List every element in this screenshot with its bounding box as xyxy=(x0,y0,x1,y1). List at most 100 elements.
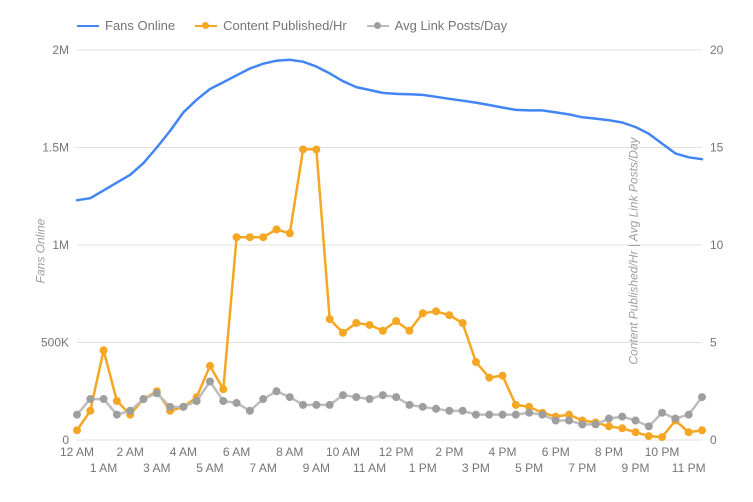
legend-label: Fans Online xyxy=(105,18,175,33)
series-marker xyxy=(433,308,440,315)
series-marker xyxy=(632,429,639,436)
series-marker xyxy=(233,234,240,241)
series-marker xyxy=(87,407,94,414)
series-marker xyxy=(619,413,626,420)
left-tick-label: 1.5M xyxy=(42,141,69,155)
series-marker xyxy=(260,396,267,403)
series-marker xyxy=(153,390,160,397)
right-tick-label: 5 xyxy=(710,336,717,350)
series-marker xyxy=(220,386,227,393)
series-marker xyxy=(645,433,652,440)
series-marker xyxy=(552,417,559,424)
series-marker xyxy=(393,318,400,325)
legend-swatch xyxy=(195,25,217,27)
x-tick-label: 3 PM xyxy=(462,461,490,475)
right-axis-label: Content Published/Hr | Avg Link Posts/Da… xyxy=(626,137,640,364)
series-marker xyxy=(100,347,107,354)
series-marker xyxy=(326,401,333,408)
series-marker xyxy=(699,394,706,401)
series-marker xyxy=(246,407,253,414)
legend-item: Fans Online xyxy=(77,18,175,33)
legend-marker-icon xyxy=(202,22,209,29)
series-marker xyxy=(446,407,453,414)
series-marker xyxy=(512,411,519,418)
x-tick-label: 8 PM xyxy=(595,445,623,459)
series-marker xyxy=(339,329,346,336)
left-tick-label: 2M xyxy=(52,43,69,57)
series-marker xyxy=(592,421,599,428)
legend-label: Avg Link Posts/Day xyxy=(395,18,507,33)
x-tick-label: 12 PM xyxy=(379,445,414,459)
series-marker xyxy=(512,401,519,408)
series-marker xyxy=(419,403,426,410)
x-tick-label: 12 AM xyxy=(60,445,94,459)
series-marker xyxy=(300,146,307,153)
left-tick-label: 500K xyxy=(41,336,69,350)
series-marker xyxy=(645,423,652,430)
series-marker xyxy=(659,434,666,441)
series-marker xyxy=(379,392,386,399)
series-marker xyxy=(472,359,479,366)
right-tick-label: 10 xyxy=(710,238,724,252)
right-tick-label: 0 xyxy=(710,433,717,447)
series-marker xyxy=(419,310,426,317)
left-tick-label: 1M xyxy=(52,238,69,252)
series-marker xyxy=(499,411,506,418)
series-line xyxy=(77,149,702,437)
series-marker xyxy=(206,378,213,385)
series-marker xyxy=(286,230,293,237)
x-tick-label: 1 PM xyxy=(409,461,437,475)
series-marker xyxy=(406,401,413,408)
x-tick-label: 2 AM xyxy=(117,445,144,459)
right-tick-label: 20 xyxy=(710,43,724,57)
series-marker xyxy=(659,409,666,416)
series-marker xyxy=(566,417,573,424)
series-marker xyxy=(180,403,187,410)
left-axis-label: Fans Online xyxy=(33,219,47,284)
series-marker xyxy=(472,411,479,418)
series-marker xyxy=(206,362,213,369)
series-marker xyxy=(127,407,134,414)
series-marker xyxy=(539,411,546,418)
legend-marker-icon xyxy=(374,22,381,29)
series-marker xyxy=(486,411,493,418)
series-marker xyxy=(486,374,493,381)
series-marker xyxy=(366,396,373,403)
legend-item: Avg Link Posts/Day xyxy=(367,18,507,33)
series-marker xyxy=(672,415,679,422)
series-marker xyxy=(326,316,333,323)
x-tick-label: 2 PM xyxy=(435,445,463,459)
series-marker xyxy=(260,234,267,241)
series-marker xyxy=(526,409,533,416)
series-line xyxy=(77,60,702,200)
series-marker xyxy=(605,415,612,422)
series-marker xyxy=(74,411,81,418)
series-marker xyxy=(685,429,692,436)
series-marker xyxy=(246,234,253,241)
series-marker xyxy=(379,327,386,334)
x-tick-label: 7 AM xyxy=(249,461,276,475)
x-tick-label: 1 AM xyxy=(90,461,117,475)
series-marker xyxy=(339,392,346,399)
x-tick-label: 6 AM xyxy=(223,445,250,459)
x-tick-label: 7 PM xyxy=(568,461,596,475)
x-tick-label: 9 PM xyxy=(622,461,650,475)
legend-swatch xyxy=(77,25,99,27)
x-tick-label: 11 PM xyxy=(672,461,706,475)
series-marker xyxy=(74,427,81,434)
series-marker xyxy=(459,320,466,327)
series-marker xyxy=(579,421,586,428)
series-marker xyxy=(113,411,120,418)
x-tick-label: 11 AM xyxy=(353,461,386,475)
legend-item: Content Published/Hr xyxy=(195,18,347,33)
series-marker xyxy=(459,407,466,414)
right-tick-label: 15 xyxy=(710,141,724,155)
x-tick-label: 8 AM xyxy=(276,445,303,459)
series-marker xyxy=(632,417,639,424)
series-marker xyxy=(313,146,320,153)
series-marker xyxy=(286,394,293,401)
series-marker xyxy=(353,394,360,401)
x-tick-label: 10 AM xyxy=(326,445,360,459)
x-tick-label: 5 PM xyxy=(515,461,543,475)
series-marker xyxy=(273,388,280,395)
